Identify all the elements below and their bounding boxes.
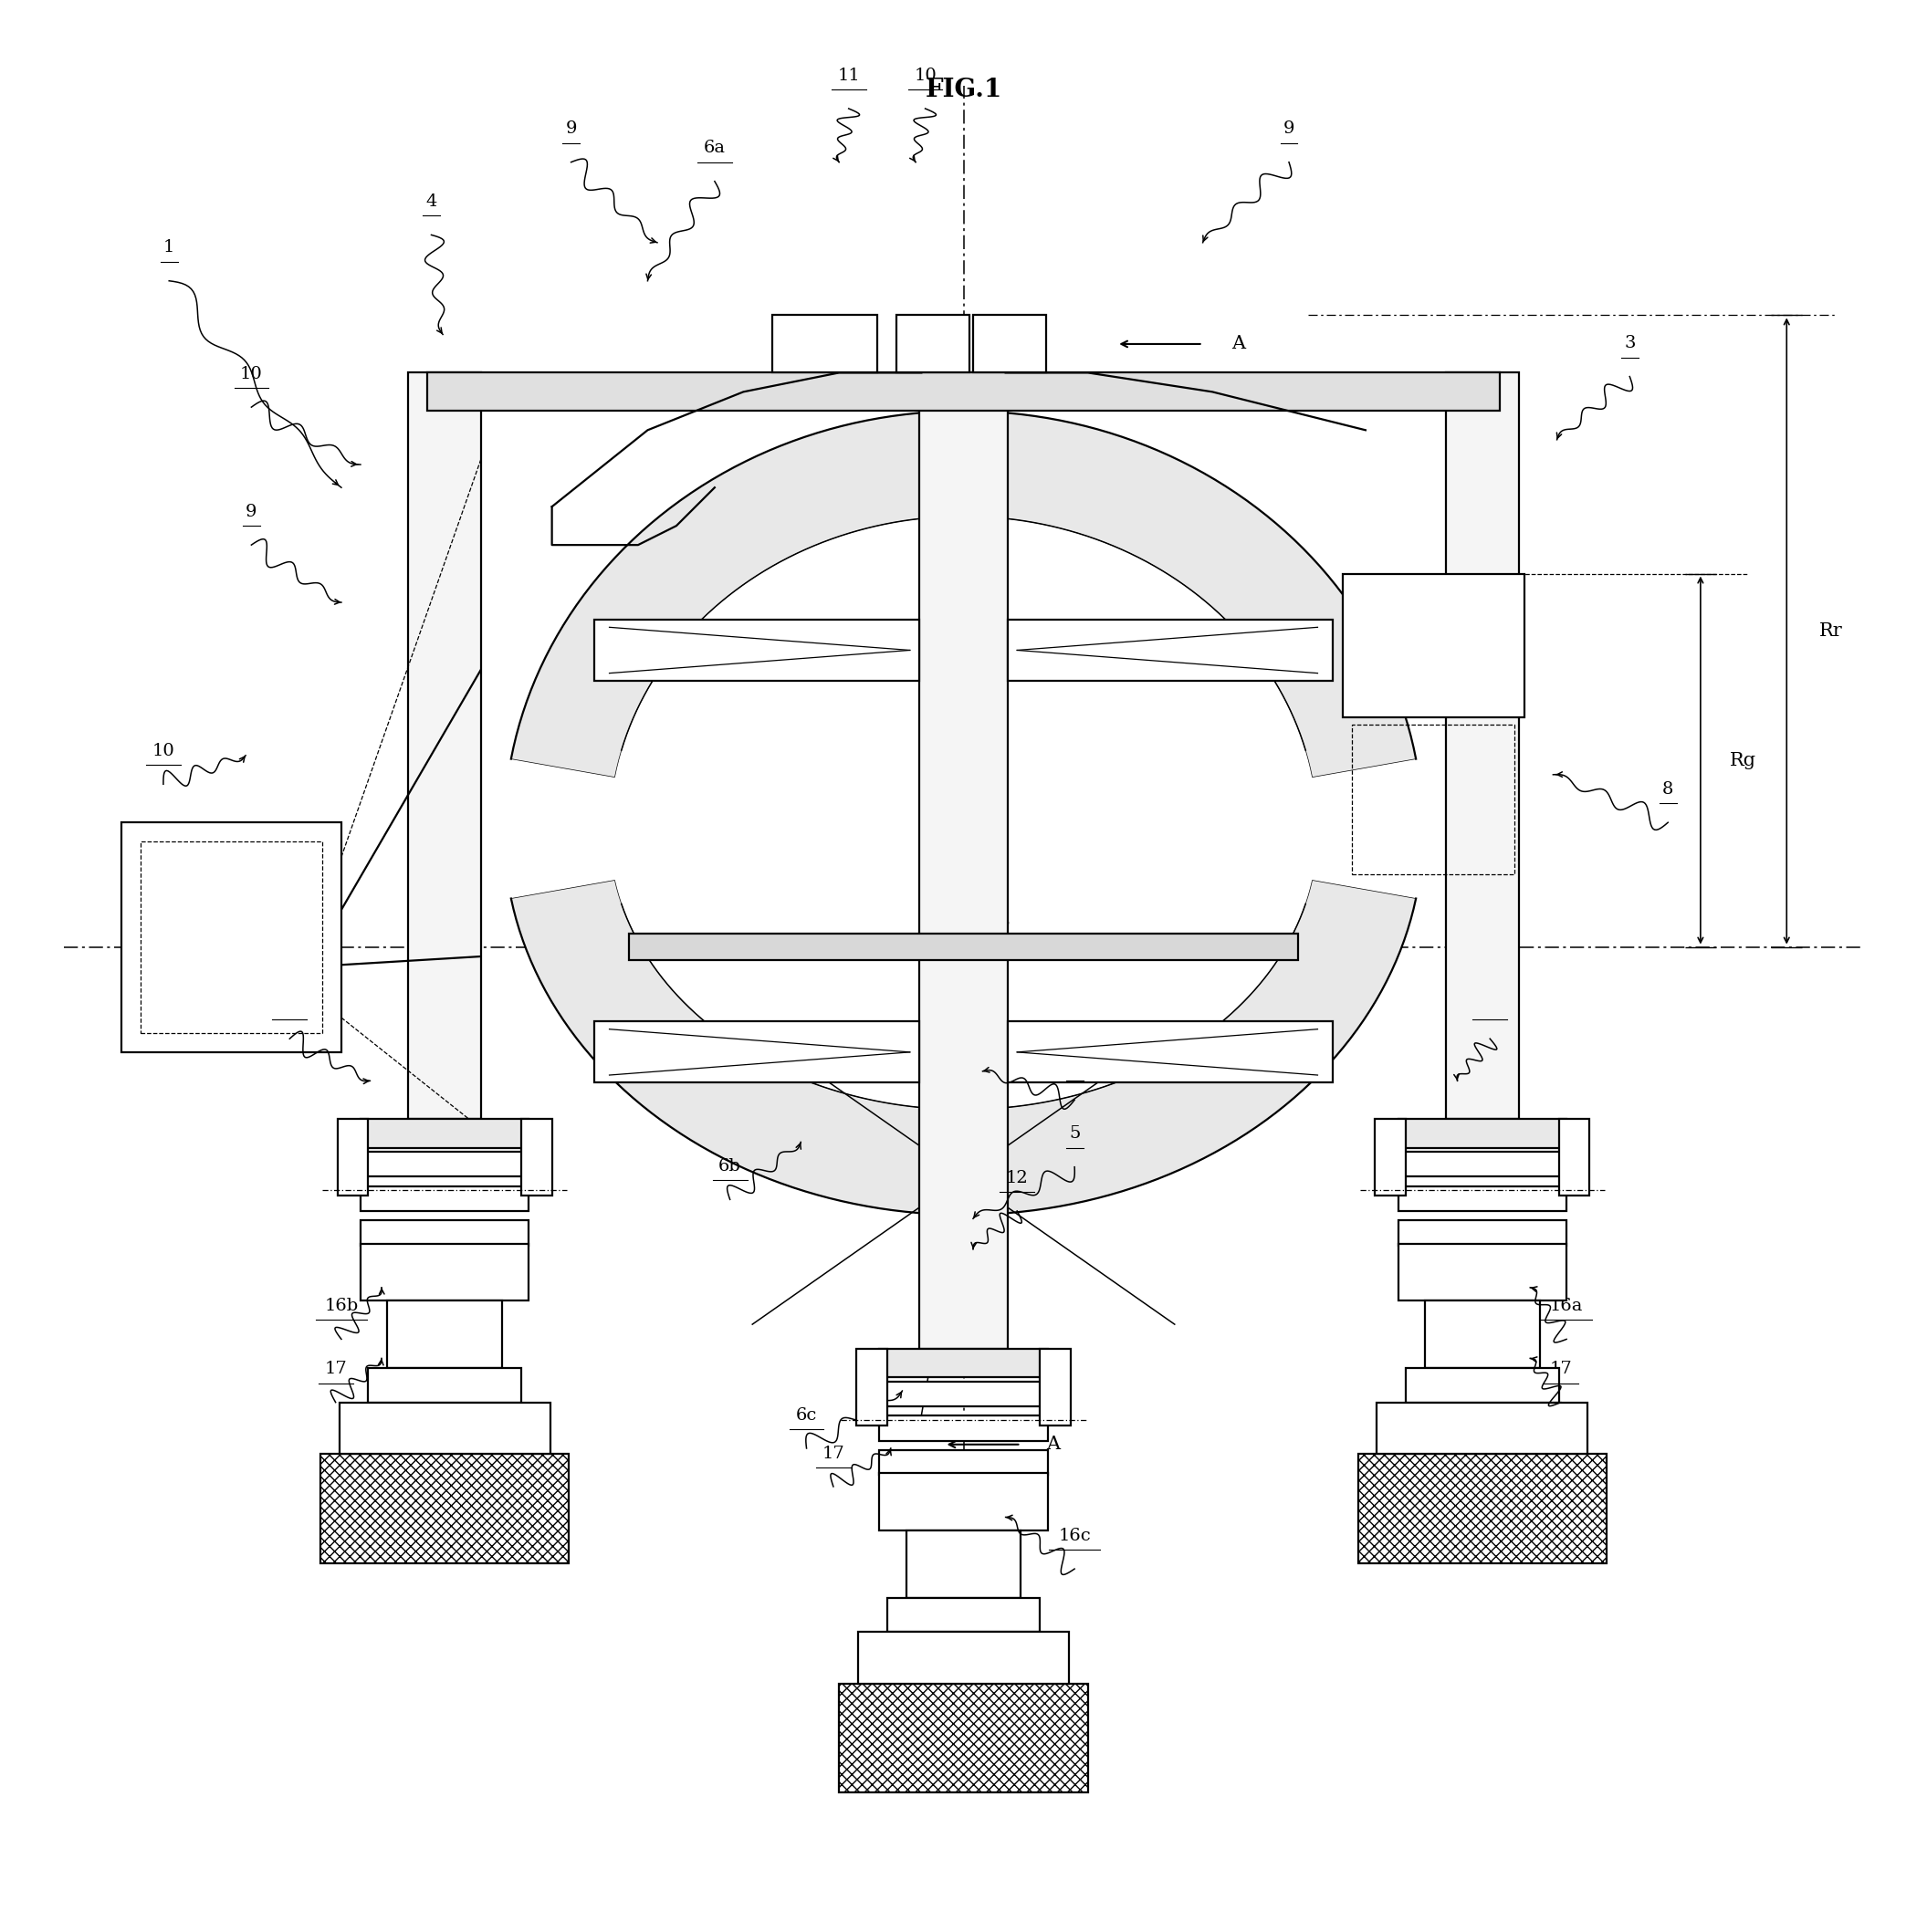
Text: 4: 4 bbox=[426, 193, 437, 211]
Bar bbox=[360, 1221, 528, 1246]
Bar bbox=[1424, 1300, 1540, 1368]
Bar bbox=[773, 315, 877, 373]
Text: 17: 17 bbox=[1549, 1360, 1572, 1378]
Bar bbox=[1378, 1403, 1588, 1455]
Text: Rr: Rr bbox=[1819, 622, 1842, 639]
Bar bbox=[428, 373, 1499, 412]
Bar bbox=[1559, 1119, 1590, 1196]
Bar bbox=[1445, 373, 1518, 1119]
Bar bbox=[1399, 1244, 1567, 1300]
Bar bbox=[522, 1119, 551, 1196]
Bar bbox=[360, 1151, 528, 1177]
Bar bbox=[628, 933, 1299, 960]
Bar bbox=[594, 620, 919, 680]
Text: 5: 5 bbox=[1069, 1126, 1081, 1142]
Text: 12: 12 bbox=[277, 997, 301, 1014]
Text: 9: 9 bbox=[565, 122, 576, 137]
Text: 1: 1 bbox=[164, 240, 175, 255]
Text: 10: 10 bbox=[241, 365, 262, 383]
Bar bbox=[1359, 1455, 1607, 1563]
Text: 16c: 16c bbox=[1058, 1528, 1091, 1544]
Text: 10: 10 bbox=[152, 744, 175, 759]
Text: 12: 12 bbox=[1006, 1169, 1029, 1186]
Text: 16b: 16b bbox=[324, 1298, 358, 1314]
Text: 10: 10 bbox=[913, 68, 937, 83]
Bar bbox=[879, 1474, 1048, 1530]
Bar bbox=[1399, 1151, 1567, 1177]
Bar bbox=[919, 373, 1008, 1349]
Bar bbox=[1008, 1022, 1333, 1082]
Bar bbox=[973, 315, 1046, 373]
Bar bbox=[1041, 1349, 1071, 1426]
Bar bbox=[906, 1530, 1021, 1598]
Polygon shape bbox=[511, 881, 1416, 1215]
Bar bbox=[886, 1598, 1041, 1633]
Bar bbox=[141, 842, 322, 1034]
Bar bbox=[1399, 1186, 1567, 1211]
Bar bbox=[896, 315, 969, 373]
Text: 16a: 16a bbox=[1549, 1298, 1584, 1314]
Text: 12: 12 bbox=[1478, 997, 1501, 1014]
Bar bbox=[1399, 1119, 1567, 1148]
Bar bbox=[1376, 1119, 1405, 1196]
Text: Rg: Rg bbox=[1729, 752, 1755, 769]
Bar bbox=[879, 1381, 1048, 1406]
Bar bbox=[360, 1244, 528, 1300]
Text: 6a: 6a bbox=[703, 139, 726, 156]
Text: 6c: 6c bbox=[796, 1406, 817, 1424]
Text: FIG.1: FIG.1 bbox=[925, 77, 1002, 102]
Text: 17: 17 bbox=[324, 1360, 347, 1378]
Bar bbox=[838, 1683, 1089, 1793]
Bar bbox=[1343, 574, 1524, 717]
Polygon shape bbox=[511, 412, 1416, 777]
Bar bbox=[337, 1119, 368, 1196]
Bar bbox=[339, 1403, 549, 1455]
Bar bbox=[387, 1300, 503, 1368]
Bar bbox=[1008, 620, 1333, 680]
Text: A: A bbox=[1046, 1435, 1060, 1453]
Bar bbox=[879, 1349, 1048, 1378]
Text: A: A bbox=[1231, 336, 1245, 354]
Bar bbox=[360, 1119, 528, 1148]
Bar bbox=[1405, 1368, 1559, 1403]
Text: 2: 2 bbox=[1069, 1059, 1081, 1074]
Text: 17: 17 bbox=[823, 1445, 844, 1463]
Text: 8: 8 bbox=[1663, 781, 1675, 798]
Bar bbox=[879, 1416, 1048, 1441]
Bar bbox=[858, 1633, 1069, 1683]
Text: 11: 11 bbox=[838, 68, 859, 83]
Text: 6b: 6b bbox=[719, 1157, 742, 1175]
Bar bbox=[879, 1451, 1048, 1476]
Text: 9: 9 bbox=[1283, 122, 1295, 137]
Bar bbox=[368, 1368, 522, 1403]
Bar bbox=[320, 1455, 568, 1563]
Bar bbox=[1399, 1221, 1567, 1246]
Bar bbox=[360, 1186, 528, 1211]
Bar bbox=[856, 1349, 886, 1426]
Bar bbox=[409, 373, 482, 1119]
Bar bbox=[121, 823, 341, 1053]
Bar bbox=[1353, 724, 1515, 873]
Text: 9: 9 bbox=[245, 504, 256, 520]
Bar bbox=[594, 1022, 919, 1082]
Text: 3: 3 bbox=[1624, 336, 1636, 352]
